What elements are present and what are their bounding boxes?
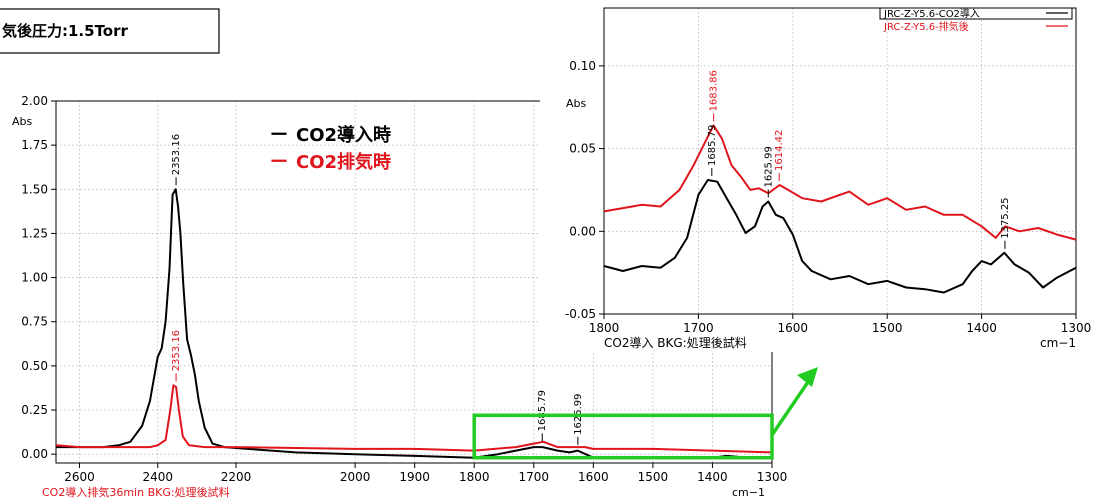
inset-chart: -0.05 0.00 0.05 0.10 1800 1700 1600 1500 1400 13… <box>540 0 1099 352</box>
inset-xtick-label: 1500 <box>872 321 903 335</box>
main-x-axis-label: cm−1 <box>732 486 765 499</box>
inset-legend: JRC-Z-Y5.6-CO2導入 JRC-Z-Y5.6-排気後 <box>879 7 1073 33</box>
legend-red-label: CO2排気時 <box>296 151 391 173</box>
main-xtick-label: 1600 <box>578 470 609 484</box>
highlight-box <box>472 413 774 460</box>
inset-legend-label-black: JRC-Z-Y5.6-CO2導入 <box>883 7 980 20</box>
inset-plot-frame <box>603 7 1077 315</box>
condition-label: 気後圧力:1.5Torr <box>2 22 129 40</box>
inset-legend-box <box>879 7 1073 20</box>
main-series-line-1 <box>55 384 773 454</box>
main-xtick-label: 2000 <box>340 470 371 484</box>
main-ytick-label: 0.25 <box>21 403 48 417</box>
main-xtick-label: 2400 <box>142 470 173 484</box>
condition-box: 気後圧力:1.5Torr <box>0 8 220 54</box>
main-peak-label-1: 2353.16 <box>171 330 182 371</box>
main-xtick-label: 2200 <box>221 470 252 484</box>
main-xtick-label: 1900 <box>399 470 430 484</box>
inset-caption: CO2導入 BKG:処理後試料 <box>604 335 747 350</box>
main-peak-label-2: 1685.79 <box>537 390 548 431</box>
inset-peak-label-2: 1625.99 <box>763 146 774 187</box>
main-ytick-label: 1.50 <box>21 182 48 196</box>
main-series-line-0 <box>56 188 772 459</box>
main-ytick-label: 1.25 <box>21 226 48 240</box>
inset-series <box>603 124 1077 294</box>
inset-peak-label-0: 1683.86 <box>709 70 720 111</box>
main-x-ticks: 2600 2400 2200 2000 1900 1800 1700 1600 1500 1400… <box>64 463 787 484</box>
zoom-arrow <box>770 367 818 436</box>
main-ytick-label: 1.00 <box>21 271 48 285</box>
inset-peak-label-3: 1614.42 <box>774 130 785 171</box>
main-peak-label-0: 2353.16 <box>171 134 182 175</box>
inset-background <box>540 0 1099 352</box>
legend-item-red: ー CO2排気時 <box>270 151 391 173</box>
main-ytick-label: 0.50 <box>21 359 48 373</box>
main-xtick-label: 1500 <box>638 470 669 484</box>
inset-y-ticks: -0.05 0.00 0.05 0.10 <box>565 59 604 321</box>
inset-peak-label-1: 1685.79 <box>707 125 718 166</box>
inset-xtick-label: 1400 <box>966 321 997 335</box>
legend-black-label: CO2導入時 <box>296 124 391 146</box>
legend-black-dash: ー <box>270 125 288 146</box>
main-y-ticks: 0.00 0.25 0.50 0.75 1.00 1.25 1.50 1.75 2.00 <box>21 94 56 461</box>
main-legend: ー CO2導入時 ー CO2排気時 <box>270 124 391 173</box>
main-ytick-label: 0.75 <box>21 315 48 329</box>
inset-xtick-label: 1800 <box>589 321 620 335</box>
inset-series-line-1 <box>603 124 1077 241</box>
inset-ytick-label: 0.00 <box>569 224 596 238</box>
inset-peak-label-4: 1375.25 <box>1000 197 1011 238</box>
main-ytick-label: 0.00 <box>21 447 48 461</box>
main-xtick-label: 1400 <box>697 470 728 484</box>
inset-y-axis-label: Abs <box>566 97 587 110</box>
inset-series-line-0 <box>603 179 1077 294</box>
inset-ytick-label: 0.10 <box>569 59 596 73</box>
inset-xtick-label: 1600 <box>778 321 809 335</box>
inset-x-axis-label: cm−1 <box>1040 336 1076 350</box>
main-xtick-label: 2600 <box>64 470 95 484</box>
inset-xtick-label: 1700 <box>683 321 714 335</box>
main-ytick-label: 2.00 <box>21 94 48 108</box>
inset-peak-labels: 1683.86 1685.79 1625.99 1614.42 1375.25 <box>707 70 1011 249</box>
main-series <box>55 188 773 459</box>
inset-ytick-label: -0.05 <box>565 307 596 321</box>
main-ytick-label: 1.75 <box>21 138 48 152</box>
main-caption: CO2導入排気36min BKG:処理後試料 <box>42 485 230 499</box>
main-xtick-label: 1300 <box>757 470 788 484</box>
inset-ytick-label: 0.05 <box>569 142 596 156</box>
legend-red-dash: ー <box>270 152 288 173</box>
inset-xtick-label: 1300 <box>1061 321 1092 335</box>
legend-item-black: ー CO2導入時 <box>270 124 391 146</box>
inset-legend-label-red: JRC-Z-Y5.6-排気後 <box>883 20 969 33</box>
main-y-axis-label: Abs <box>12 115 33 128</box>
main-xtick-label: 1700 <box>519 470 550 484</box>
inset-x-ticks: 1800 1700 1600 1500 1400 1300 <box>589 314 1092 335</box>
main-xtick-label: 1800 <box>459 470 490 484</box>
